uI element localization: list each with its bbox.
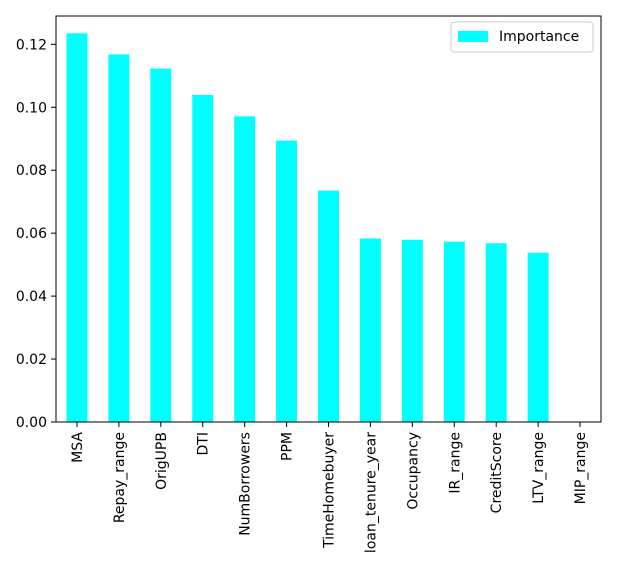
bar-PPM xyxy=(276,140,298,422)
x-tick-label: DTI xyxy=(196,432,212,455)
x-tick-label: PPM xyxy=(280,432,296,461)
x-tick-label: NumBorrowers xyxy=(238,432,254,536)
x-tick-label: LTV_range xyxy=(531,432,547,504)
x-tick-label: MSA xyxy=(70,432,86,463)
bar-TimeHomebuyer xyxy=(318,190,339,422)
bar-LTV_range xyxy=(527,252,549,422)
bar-Occupancy xyxy=(401,239,423,422)
bar-Repay_range xyxy=(108,54,130,422)
legend-swatch xyxy=(458,31,488,42)
y-axis: 0.00 0.02 0.04 0.06 0.08 0.10 0.12 xyxy=(16,37,56,431)
bar-CreditScore xyxy=(485,243,507,422)
plot-frame xyxy=(55,15,602,423)
legend-label: Importance xyxy=(499,29,579,45)
plot-area xyxy=(66,33,549,423)
x-tick-label: CreditScore xyxy=(489,432,505,513)
bar-DTI xyxy=(192,94,214,423)
x-tick-label: Occupancy xyxy=(405,432,421,510)
bar-loan_tenure_year xyxy=(359,238,381,422)
x-tick-label: OrigUPB xyxy=(154,432,170,490)
legend-box xyxy=(450,21,594,53)
bar-OrigUPB xyxy=(150,68,172,422)
y-tick-label: 0.06 xyxy=(16,226,47,242)
x-tick-label: Repay_range xyxy=(112,432,128,523)
x-axis: MSA Repay_range OrigUPB DTI NumBorrowers PPM T… xyxy=(70,422,589,553)
x-tick-label: TimeHomebuyer xyxy=(322,432,338,549)
x-tick-label: loan_tenure_year xyxy=(363,432,379,553)
y-tick-label: 0.08 xyxy=(16,163,47,179)
y-tick-label: 0.00 xyxy=(16,415,47,431)
y-tick-label: 0.02 xyxy=(16,352,47,368)
y-tick-label: 0.10 xyxy=(16,100,47,116)
x-tick-label: MIP_range xyxy=(573,432,589,504)
y-tick-label: 0.12 xyxy=(16,37,47,53)
bar-MSA xyxy=(66,33,88,422)
y-tick-label: 0.04 xyxy=(16,289,47,305)
legend: Importance xyxy=(450,21,594,53)
bar-NumBorrowers xyxy=(234,116,256,423)
x-tick-label: IR_range xyxy=(447,432,463,494)
bar-IR_range xyxy=(443,241,465,422)
